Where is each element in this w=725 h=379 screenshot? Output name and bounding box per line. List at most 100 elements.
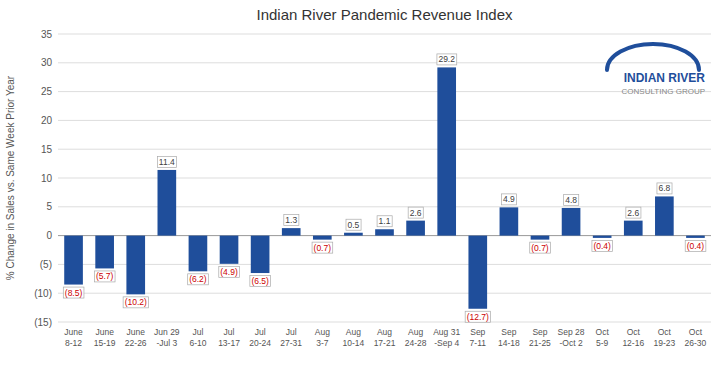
x-tick-label-line: 15-19	[94, 338, 116, 348]
data-label-group: (0.7)	[312, 242, 333, 253]
chart: Indian River Pandemic Revenue Index% Cha…	[0, 0, 725, 379]
data-label-box	[501, 194, 516, 205]
data-label-box	[219, 266, 240, 277]
y-tick-label: 30	[41, 57, 53, 68]
data-label: (8.5)	[65, 288, 83, 298]
x-tick-label: Oct26-30	[685, 327, 707, 348]
bar	[562, 208, 581, 236]
data-label-box	[685, 240, 706, 251]
x-tick-label-line: -Jul 3	[156, 338, 177, 348]
logo: INDIAN RIVER CONSULTING GROUP	[607, 44, 705, 96]
x-tick-label-line: 6-10	[189, 338, 206, 348]
grid-line	[58, 322, 711, 323]
y-tick-label: (10)	[34, 288, 52, 299]
data-label-box	[564, 194, 579, 205]
bar	[375, 229, 394, 235]
x-tick-label: June15-19	[94, 327, 116, 348]
annotation: CONSULTING GROUP	[622, 87, 705, 96]
x-tick-label-line: Aug	[315, 327, 330, 337]
x-tick-label-line: 27-31	[280, 338, 302, 348]
data-label-box	[123, 297, 148, 308]
x-tick-label: Jul27-31	[280, 327, 302, 348]
x-tick-label-line: 14-18	[498, 338, 520, 348]
grid-line	[58, 264, 711, 265]
x-tick-label: Oct19-23	[653, 327, 675, 348]
x-tick-label: Aug24-28	[405, 327, 427, 348]
x-tick-label-line: 7-11	[470, 338, 487, 348]
x-tick-label-line: 22-26	[125, 338, 147, 348]
annotation: INDIAN RIVER	[624, 71, 706, 85]
x-tick-label-line: 12-16	[622, 338, 644, 348]
x-tick-label-line: June	[127, 327, 146, 337]
grid-line	[58, 34, 711, 35]
data-label-group: (6.2)	[188, 274, 209, 285]
data-label: (0.7)	[531, 243, 549, 253]
data-label: (4.9)	[220, 267, 238, 277]
grid-line	[58, 206, 711, 207]
data-label: (0.4)	[593, 241, 611, 251]
data-label-box	[94, 271, 115, 282]
y-tick-label: 25	[41, 86, 53, 97]
data-label-box	[63, 287, 84, 298]
x-tick-label: June22-26	[125, 327, 147, 348]
bar	[655, 196, 674, 235]
data-label: 4.9	[503, 194, 515, 204]
data-label: 1.1	[379, 216, 391, 226]
y-tick-label: (15)	[34, 317, 52, 328]
bars	[64, 67, 705, 308]
y-tick-label: 35	[41, 29, 53, 40]
x-tick-label-line: Jul	[192, 327, 203, 337]
x-tick-label-line: Jul	[286, 327, 297, 337]
x-tick-label: Jul13-17	[218, 327, 240, 348]
data-label-group: 4.9	[501, 194, 516, 205]
x-tick-label: Jul20-24	[249, 327, 271, 348]
x-tick-label-line: Aug	[408, 327, 423, 337]
bar	[531, 236, 550, 240]
data-label: (10.2)	[125, 297, 147, 307]
y-tick-label: (5)	[40, 259, 52, 270]
data-label-group: 0.5	[346, 219, 361, 230]
bar	[95, 236, 114, 269]
x-tick-label-line: Aug 31	[433, 327, 460, 337]
x-tick-label: June8-12	[64, 327, 83, 348]
data-label-box	[377, 216, 392, 227]
y-tick-label: 0	[46, 230, 52, 241]
data-label-box	[346, 219, 361, 230]
x-tick-label-line: 8-12	[65, 338, 82, 348]
data-label: (6.2)	[189, 274, 207, 284]
x-tick-label-line: Oct	[689, 327, 703, 337]
data-label-group: (0.4)	[685, 240, 706, 251]
data-label-group: 1.3	[284, 215, 299, 226]
bar	[158, 170, 177, 236]
logo-arc	[607, 44, 699, 70]
data-label: 4.8	[565, 195, 577, 205]
data-label-group: 6.8	[657, 183, 672, 194]
grid-line	[58, 149, 711, 150]
x-tick-label: Jun 29-Jul 3	[154, 327, 180, 348]
grid-line	[58, 91, 711, 92]
data-label-group: 1.1	[377, 216, 392, 227]
data-label-box	[592, 240, 613, 251]
x-tick-label: Oct12-16	[622, 327, 644, 348]
x-tick-label-line: Sep	[532, 327, 547, 337]
x-tick-label-line: 10-14	[343, 338, 365, 348]
data-label-group: 29.2	[437, 54, 457, 65]
bar	[593, 236, 612, 238]
data-label-group: (6.5)	[250, 276, 271, 287]
y-axis-label: % Change in Sales vs. Same Week Prior Ye…	[5, 75, 16, 280]
x-tick-label: Aug 31-Sep 4	[433, 327, 460, 348]
bar	[500, 207, 519, 235]
x-tick-label-line: 21-25	[529, 338, 551, 348]
x-tick-label: Sep21-25	[529, 327, 551, 348]
data-label-group: 11.4	[157, 156, 176, 167]
data-label-group: (12.7)	[465, 311, 490, 322]
y-tick-label: 20	[41, 115, 53, 126]
x-tick-label-line: June	[64, 327, 83, 337]
x-tick-label-line: Aug	[346, 327, 361, 337]
data-label-box	[312, 242, 333, 253]
x-tick-label-line: Jun 29	[154, 327, 180, 337]
x-tick-label-line: Sep	[470, 327, 485, 337]
data-label: (5.7)	[96, 271, 114, 281]
x-tick-label-line: June	[95, 327, 114, 337]
x-tick-label-line: Aug	[377, 327, 392, 337]
